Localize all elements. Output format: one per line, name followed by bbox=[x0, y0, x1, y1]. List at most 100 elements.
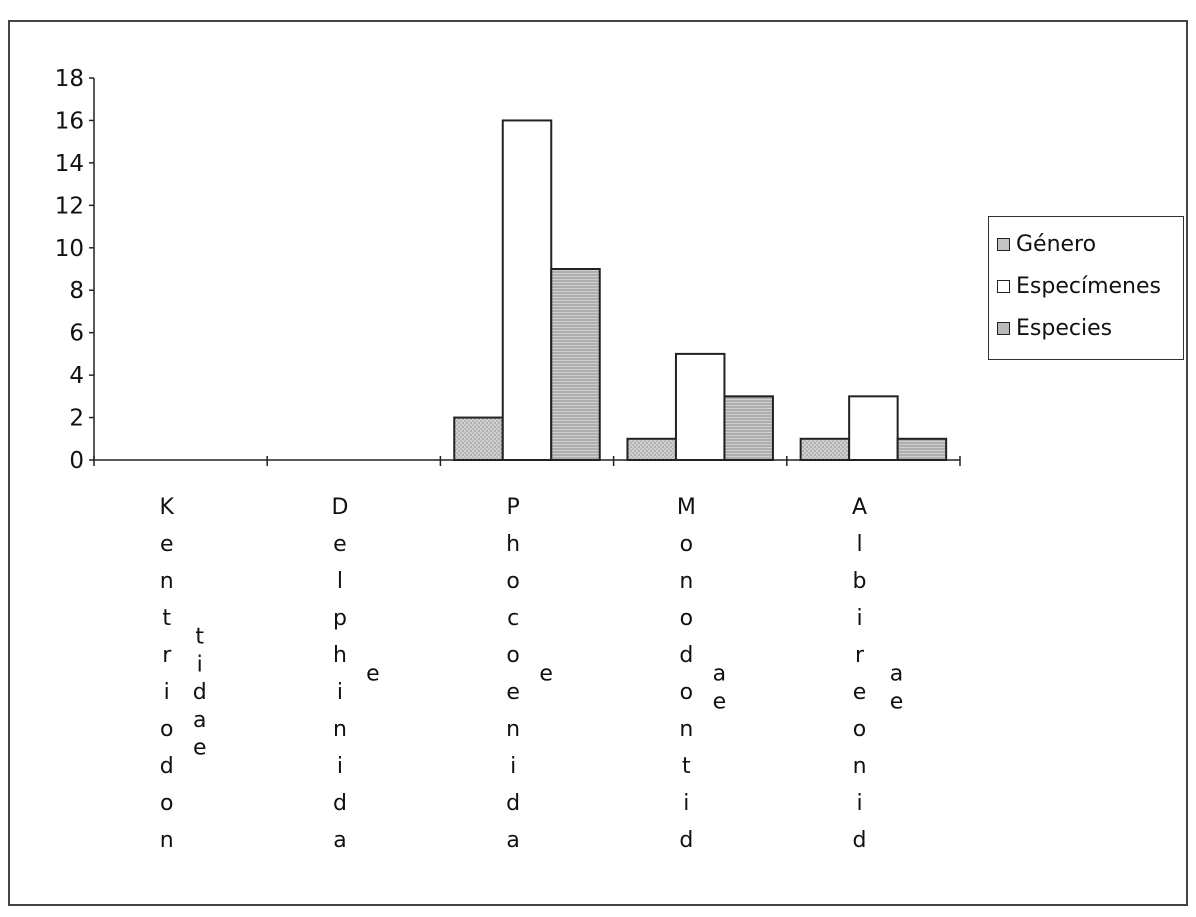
category-label-letter: n bbox=[333, 717, 347, 742]
bar bbox=[799, 437, 851, 461]
y-tick-label: 8 bbox=[69, 278, 84, 304]
bar bbox=[723, 395, 774, 462]
bar bbox=[848, 395, 899, 462]
category-label-letter: p bbox=[333, 606, 347, 631]
category-label-letter: M bbox=[677, 495, 696, 520]
category-label-letter: o bbox=[680, 606, 693, 631]
bar bbox=[674, 352, 726, 461]
legend: Género Especímenes Especies bbox=[988, 216, 1184, 360]
category-label-letter: r bbox=[855, 643, 865, 668]
bar bbox=[896, 437, 948, 461]
category-label-letter: P bbox=[507, 495, 520, 520]
category-label-letter: a bbox=[333, 828, 346, 853]
category-label-letter: e bbox=[506, 680, 520, 705]
category-label-letter: d bbox=[679, 643, 693, 668]
y-axis: 0 2 4 6 8 10 12 14 16 18 bbox=[55, 66, 95, 474]
category-label-letter: d bbox=[853, 828, 867, 853]
category-label-letter: e bbox=[366, 662, 380, 687]
bar bbox=[501, 119, 553, 461]
y-tick-label: 2 bbox=[69, 406, 84, 432]
category-label-letter: o bbox=[853, 717, 866, 742]
category-label-letter: i bbox=[197, 652, 203, 677]
y-tick-label: 4 bbox=[69, 363, 84, 389]
y-tick-label: 0 bbox=[69, 448, 84, 474]
category-label-letter: d bbox=[193, 680, 207, 705]
category-label-letter: n bbox=[506, 717, 520, 742]
category-label-letter: t bbox=[682, 754, 691, 779]
category-label-letter: t bbox=[162, 606, 171, 631]
category-label-letter: n bbox=[160, 569, 174, 594]
category-label-letter: A bbox=[852, 495, 867, 520]
category-label-letter: a bbox=[713, 662, 726, 687]
y-tick-label: 10 bbox=[55, 236, 84, 262]
y-tick-label: 18 bbox=[55, 66, 84, 92]
bar bbox=[453, 416, 504, 461]
legend-swatch-genero bbox=[997, 237, 1010, 251]
category-label-letter: e bbox=[160, 532, 174, 557]
y-tick-label: 14 bbox=[55, 151, 84, 177]
category-label-letter: h bbox=[333, 643, 347, 668]
category-label-letter: d bbox=[506, 791, 520, 816]
category-label-letter: o bbox=[680, 532, 693, 557]
category-label-letter: D bbox=[331, 495, 348, 520]
legend-swatch-especimenes bbox=[997, 279, 1010, 293]
category-label-letter: i bbox=[510, 754, 516, 779]
category-label-letter: i bbox=[683, 791, 689, 816]
category-label-letter: i bbox=[856, 606, 862, 631]
bar bbox=[626, 437, 677, 461]
category-label-letter: a bbox=[890, 662, 903, 687]
category-label-letter: n bbox=[679, 569, 693, 594]
category-label-letter: d bbox=[333, 791, 347, 816]
category-label-letter: o bbox=[680, 680, 693, 705]
bar bbox=[550, 268, 601, 461]
category-label-letter: i bbox=[856, 791, 862, 816]
category-labels: KentriodontidaeDelphinidaePhocoenidaeMon… bbox=[160, 495, 904, 853]
legend-label: Especímenes bbox=[1016, 273, 1161, 299]
category-label-letter: l bbox=[856, 532, 862, 557]
category-label-letter: l bbox=[337, 569, 343, 594]
legend-item: Especies bbox=[997, 307, 1183, 349]
legend-item: Género bbox=[997, 223, 1183, 265]
category-label-letter: n bbox=[160, 828, 174, 853]
bars bbox=[453, 119, 948, 462]
category-label-letter: o bbox=[160, 717, 173, 742]
category-label-letter: e bbox=[853, 680, 867, 705]
y-tick-label: 6 bbox=[69, 321, 84, 347]
category-label-letter: e bbox=[890, 689, 904, 714]
legend-swatch-especies bbox=[997, 321, 1010, 335]
y-tick-label: 16 bbox=[55, 108, 84, 134]
category-label-letter: n bbox=[679, 717, 693, 742]
legend-item: Especímenes bbox=[997, 265, 1183, 307]
category-label-letter: e bbox=[193, 736, 207, 761]
category-label-letter: o bbox=[160, 791, 173, 816]
category-label-letter: d bbox=[679, 828, 693, 853]
category-label-letter: a bbox=[506, 828, 519, 853]
legend-label: Género bbox=[1016, 231, 1097, 257]
category-label-letter: d bbox=[160, 754, 174, 779]
category-label-letter: i bbox=[337, 754, 343, 779]
category-label-letter: c bbox=[507, 606, 519, 631]
legend-label: Especies bbox=[1016, 315, 1113, 341]
category-label-letter: b bbox=[853, 569, 867, 594]
category-label-letter: K bbox=[160, 495, 175, 520]
y-tick-label: 12 bbox=[55, 193, 84, 219]
category-label-letter: e bbox=[539, 662, 553, 687]
category-label-letter: e bbox=[333, 532, 347, 557]
category-label-letter: e bbox=[713, 689, 727, 714]
category-label-letter: o bbox=[506, 569, 519, 594]
category-label-letter: r bbox=[162, 643, 172, 668]
category-label-letter: t bbox=[195, 625, 204, 650]
category-label-letter: i bbox=[164, 680, 170, 705]
category-label-letter: a bbox=[193, 708, 206, 733]
category-label-letter: o bbox=[506, 643, 519, 668]
category-label-letter: i bbox=[337, 680, 343, 705]
category-label-letter: n bbox=[853, 754, 867, 779]
category-label-letter: h bbox=[506, 532, 520, 557]
